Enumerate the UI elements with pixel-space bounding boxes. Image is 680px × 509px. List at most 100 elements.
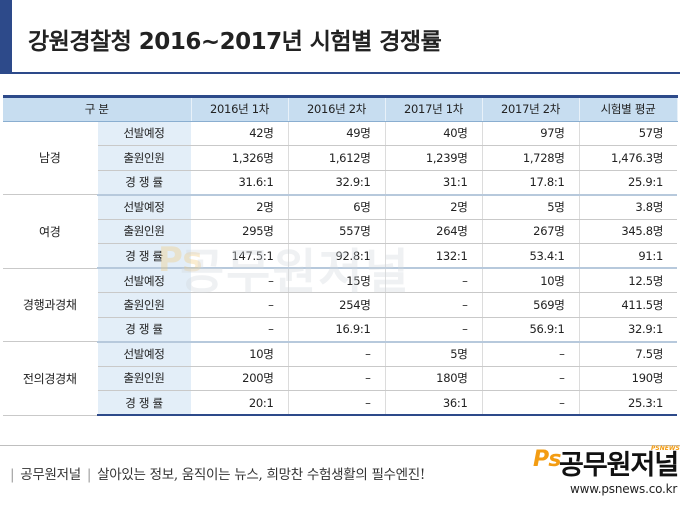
table-cell: 345.8명 [579,219,678,244]
table-cell: 17.8:1 [482,170,580,196]
table-cell: 1,326명 [191,145,289,171]
table-cell: – [288,390,386,416]
table-cell: 180명 [385,366,483,391]
table-cell: 25.9:1 [579,170,678,196]
table-cell: 254명 [288,292,386,318]
table-row: 경행과경채 선발예정 –15명 –10명 12.5명 [3,268,678,342]
table-cell: 132:1 [385,243,483,269]
table-row: 출원인원 200명 –180명 –190명 [3,366,678,391]
table-cell: 10명 [482,268,580,293]
metric-label: 출원인원 [97,145,192,171]
table-cell: 31:1 [385,170,483,196]
logo-prefix: Ps [533,447,562,472]
table-body: 남경 선발예정 42명 49명 40명 97명 57명 출원인원 1,326명 1,612명 1,2… [3,121,678,416]
footer-divider [0,445,680,446]
table-cell: 31.6:1 [191,170,289,196]
group-label: 남경 [3,121,98,195]
table-cell: 53.4:1 [482,243,580,269]
table-cell: 36:1 [385,390,483,416]
table-cell: 20:1 [191,390,289,416]
page-title: 강원경찰청 2016~2017년 시험별 경쟁률 [28,29,442,55]
metric-label: 경 쟁 률 [97,317,192,343]
table-cell: 267명 [482,219,580,244]
table-cell: 147.5:1 [191,243,289,269]
table-row: 여경 선발예정 2명 6명 2명 5명 3.8명 [3,194,678,269]
group-label: 여경 [3,194,98,269]
footer-tagline: | 공무원저널 | 살아있는 정보, 움직이는 뉴스, 희망찬 수험생활의 필수엔진! [4,463,425,483]
table-cell: 56.9:1 [482,317,580,343]
tagline-separator: | [10,467,15,483]
table-cell: 91:1 [579,243,678,269]
psnews-logo: Ps 공무원저널 PSNEWS [533,443,680,481]
header-col: 시험별 평균 [579,95,678,122]
footer-brand: 공무원저널 [20,467,81,483]
table-header-row: 구 분 2016년 1차 2016년 2차 2017년 1차 2017년 2차 … [3,95,678,122]
table-cell: 12.5명 [579,268,678,293]
table-cell: 200명 [191,366,289,391]
table-cell: – [385,268,483,293]
table-cell: 92.8:1 [288,243,386,269]
table-row: 남경 선발예정 42명 49명 40명 97명 57명 [3,121,678,195]
table-cell: 295명 [191,219,289,244]
table-cell: 557명 [288,219,386,244]
table-row: 경 쟁 률 –16.9:1–56.9:1 32.9:1 [3,317,678,343]
table-cell: 15명 [288,268,386,293]
logo-wordmark: 공무원저널 [559,450,679,481]
title-divider [0,72,680,74]
metric-label: 선발예정 [97,121,192,146]
table-cell: 25.3:1 [579,390,678,416]
table-cell: – [191,317,289,343]
table-cell: – [385,292,483,318]
table-cell: 1,612명 [288,145,386,171]
title-accent-bar [0,0,12,72]
metric-label: 선발예정 [97,341,192,367]
table-cell: – [482,341,580,367]
site-url: www.psnews.co.kr [570,482,678,496]
table-row: 출원인원 –254명 –569명 411.5명 [3,292,678,318]
table-cell: 42명 [191,121,289,146]
table-cell: 10명 [191,341,289,367]
table-cell: 2명 [385,194,483,220]
title-bar: 강원경찰청 2016~2017년 시험별 경쟁률 [0,0,680,72]
header-col: 2017년 2차 [482,95,580,122]
metric-label: 출원인원 [97,219,192,244]
table-row: 출원인원 1,326명 1,612명 1,239명 1,728명 1,476.3명 [3,145,678,171]
table-cell: 57명 [579,121,678,146]
group-label: 전의경경채 [3,341,98,416]
metric-label: 출원인원 [97,366,192,391]
table-cell: 569명 [482,292,580,318]
metric-label: 경 쟁 률 [97,170,192,196]
header-col: 2016년 2차 [288,95,386,122]
metric-label: 출원인원 [97,292,192,318]
footer-tagline-text: 살아있는 정보, 움직이는 뉴스, 희망찬 수험생활의 필수엔진! [97,467,426,483]
tagline-separator: | [86,467,92,483]
table-cell: 1,728명 [482,145,580,171]
table-cell: 16.9:1 [288,317,386,343]
logo-small-text: PSNEWS [651,445,680,452]
table-cell: 32.9:1 [579,317,678,343]
group-label: 경행과경채 [3,268,98,342]
header-category: 구 분 [3,95,192,122]
table-cell: – [288,341,386,367]
table-cell: 411.5명 [579,292,678,318]
competition-rate-table: 구 분 2016년 1차 2016년 2차 2017년 1차 2017년 2차 … [3,95,678,416]
metric-label: 경 쟁 률 [97,390,192,416]
table-row: 전의경경채 선발예정 10명 –5명 –7.5명 [3,341,678,416]
table-cell: 49명 [288,121,386,146]
table-cell: 2명 [191,194,289,220]
table-cell: 5명 [385,341,483,367]
table-cell: 3.8명 [579,194,678,220]
table-cell: 1,476.3명 [579,145,678,171]
header-col: 2016년 1차 [191,95,289,122]
table-cell: 190명 [579,366,678,391]
table-row: 출원인원 295명 557명 264명 267명 345.8명 [3,219,678,244]
table-cell: – [288,366,386,391]
table-cell: – [191,292,289,318]
table-cell: – [191,268,289,293]
table-cell: 6명 [288,194,386,220]
header-col: 2017년 1차 [385,95,483,122]
table-cell: 32.9:1 [288,170,386,196]
table-cell: 1,239명 [385,145,483,171]
table-cell: 264명 [385,219,483,244]
table-cell: 7.5명 [579,341,678,367]
